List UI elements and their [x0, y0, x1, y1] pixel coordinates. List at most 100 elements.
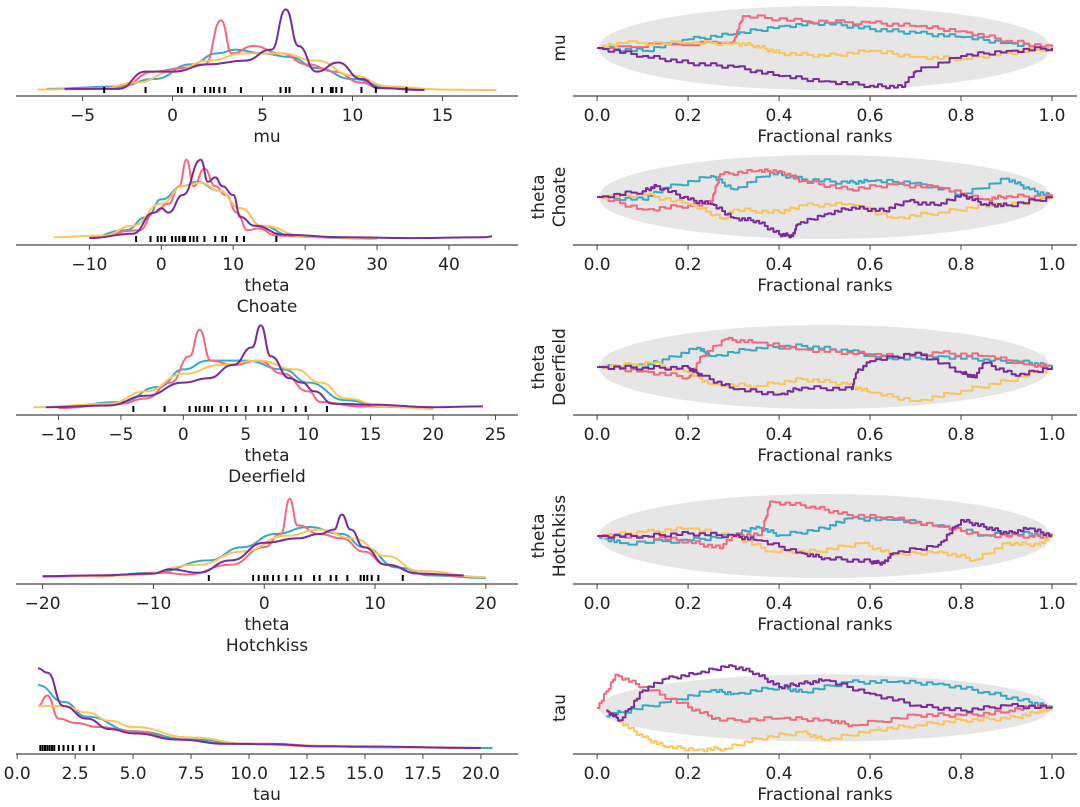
x-tick-label: 10 [364, 594, 386, 614]
x-tick-label: 0.8 [947, 106, 974, 126]
y-axis-label: mu [550, 34, 570, 61]
x-tick-label: 20 [475, 594, 497, 614]
x-axis-label: theta [245, 446, 290, 466]
rank-ecdf-line-chain-1 [597, 673, 1053, 728]
x-tick-label: 0.8 [947, 425, 974, 445]
x-tick-label: 0.0 [584, 425, 611, 445]
rank-panel-2: 0.0 0.2 0.4 0.6 0.8 1.0 Fractional ranks theta D… [529, 325, 1077, 466]
kde-line-chain-0 [37, 684, 493, 749]
kde-line-chain-0 [46, 48, 425, 91]
x-tick-label: −5 [70, 106, 95, 126]
rank-ecdf-line-chain-1 [597, 500, 1053, 550]
x-tick-label: 0.6 [857, 594, 884, 614]
kde-line-chain-3 [37, 667, 481, 749]
x-tick-label: −10 [135, 594, 171, 614]
x-tick-label: 0.8 [947, 255, 974, 275]
x-axis-label: Fractional ranks [757, 127, 892, 147]
x-tick-label: 10 [297, 425, 319, 445]
x-tick-label: −20 [25, 594, 61, 614]
x-tick-label: 1.0 [1038, 106, 1065, 126]
x-axis-label: Fractional ranks [757, 446, 892, 466]
rank-ecdf-line-chain-0 [597, 171, 1053, 202]
x-tick-label: 25 [485, 425, 507, 445]
x-tick-label: 0.4 [766, 425, 793, 445]
kde-panel-0: −5 0 5 10 15 mu [16, 8, 518, 147]
x-tick-label: 20 [294, 255, 316, 275]
rank-panel-3: 0.0 0.2 0.4 0.6 0.8 1.0 Fractional ranks theta H… [529, 494, 1077, 635]
x-tick-label: 0.6 [857, 106, 884, 126]
x-tick-label: 0.0 [584, 255, 611, 275]
x-axis-label: Hotchkiss [226, 636, 308, 656]
x-tick-label: 1.0 [1038, 255, 1065, 275]
x-tick-label: 15 [432, 106, 454, 126]
rank-ecdf-line-chain-2 [597, 526, 1053, 562]
x-tick-label: 0.2 [675, 255, 702, 275]
y-axis-label: theta [529, 514, 549, 559]
x-tick-label: −10 [71, 255, 107, 275]
x-tick-label: 1.0 [1038, 764, 1065, 784]
kde-line-chain-2 [37, 52, 497, 91]
x-tick-label: 0 [156, 255, 167, 275]
rank-ecdf-line-chain-3 [597, 46, 1053, 90]
x-tick-label: 0.0 [584, 106, 611, 126]
x-tick-label: 0.6 [857, 764, 884, 784]
rank-ecdf-line-chain-1 [597, 336, 1053, 380]
x-axis-label: Fractional ranks [757, 276, 892, 296]
x-tick-label: 0.4 [766, 255, 793, 275]
x-tick-label: 15.0 [346, 764, 384, 784]
rank-ecdf-line-chain-3 [606, 664, 1053, 722]
kde-line-chain-3 [64, 8, 425, 91]
x-tick-label: 0 [259, 594, 270, 614]
kde-line-chain-3 [89, 158, 493, 240]
y-axis-label: theta [529, 345, 549, 390]
rank-ecdf-line-chain-3 [597, 518, 1052, 566]
confidence-envelope [597, 155, 1052, 239]
y-axis-label: tau [550, 694, 570, 722]
rank-ecdf-line-chain-0 [606, 679, 1053, 718]
x-tick-label: 17.5 [404, 764, 442, 784]
x-tick-label: 2.5 [62, 764, 89, 784]
x-axis-label: Fractional ranks [757, 785, 892, 805]
x-tick-label: 0.4 [766, 106, 793, 126]
x-tick-label: 0.2 [675, 764, 702, 784]
rank-ecdf-line-chain-2 [619, 707, 1053, 753]
x-axis-label: Deerfield [228, 467, 306, 487]
kde-line-chain-2 [33, 359, 434, 410]
kde-line-chain-0 [58, 359, 434, 410]
x-tick-label: 0.0 [584, 594, 611, 614]
x-tick-label: −5 [108, 425, 133, 445]
rank-ecdf-line-chain-2 [597, 40, 1053, 62]
kde-line-chain-1 [58, 328, 409, 410]
x-tick-label: 15 [360, 425, 382, 445]
x-tick-label: 0.8 [947, 594, 974, 614]
rank-panel-0: 0.0 0.2 0.4 0.6 0.8 1.0 Fractional ranks mu [550, 6, 1077, 147]
x-tick-label: 0.4 [766, 764, 793, 784]
x-tick-label: 5.0 [120, 764, 147, 784]
x-axis-label: theta [245, 276, 290, 296]
x-tick-label: 20.0 [462, 764, 500, 784]
rank-ecdf-line-chain-1 [597, 14, 1053, 49]
x-tick-label: 0.8 [947, 764, 974, 784]
y-axis-label: theta [529, 175, 549, 220]
x-tick-label: 10 [342, 106, 364, 126]
x-tick-label: 0.6 [857, 425, 884, 445]
rank-ecdf-line-chain-2 [597, 361, 1053, 402]
kde-panel-4: 0.0 2.5 5.0 7.5 10.0 12.5 15.0 17.5 20.0 tau [4, 667, 518, 805]
kde-line-chain-3 [45, 324, 484, 409]
x-tick-label: 12.5 [288, 764, 326, 784]
x-axis-label: theta [245, 615, 290, 635]
y-axis-label: Deerfield [550, 328, 570, 406]
confidence-envelope [597, 494, 1052, 578]
y-axis-label: Choate [550, 167, 570, 228]
rank-panel-1: 0.0 0.2 0.4 0.6 0.8 1.0 Fractional ranks theta C… [529, 155, 1077, 296]
x-tick-label: 1.0 [1038, 425, 1065, 445]
confidence-envelope [597, 325, 1052, 409]
x-tick-label: 0 [178, 425, 189, 445]
x-tick-label: 40 [438, 255, 460, 275]
rank-panel-4: 0.0 0.2 0.4 0.6 0.8 1.0 Fractional ranks tau [550, 664, 1077, 805]
kde-line-chain-3 [42, 513, 464, 578]
x-tick-label: 7.5 [178, 764, 205, 784]
x-axis-label: Choate [237, 297, 298, 317]
